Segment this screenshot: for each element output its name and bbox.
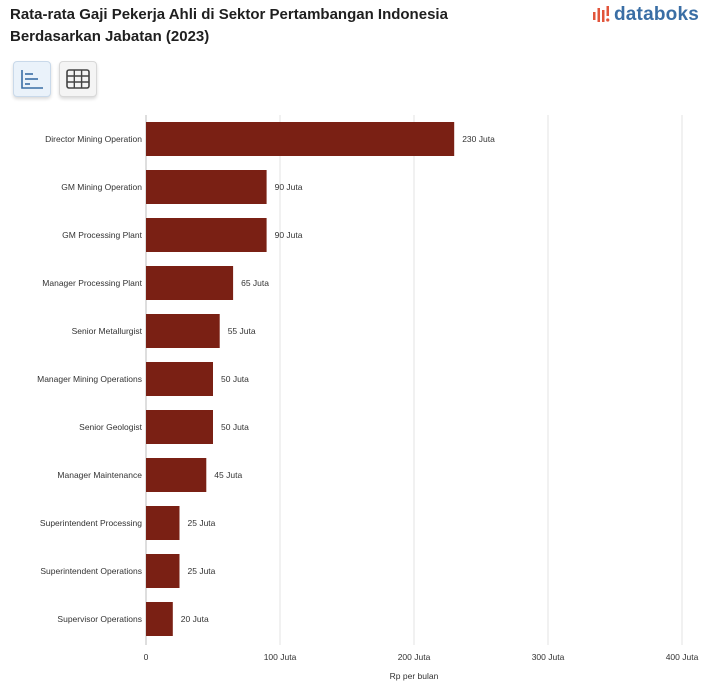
bar [146, 554, 180, 588]
bar [146, 602, 173, 636]
bar [146, 314, 220, 348]
bar [146, 170, 267, 204]
data-label: 45 Juta [214, 470, 242, 480]
logo-icon [592, 6, 610, 22]
data-label: 230 Juta [462, 134, 495, 144]
databoks-logo[interactable]: databoks [592, 4, 699, 26]
data-label: 25 Juta [188, 518, 216, 528]
category-label: Senior Geologist [79, 422, 142, 432]
category-label: Manager Maintenance [57, 470, 142, 480]
category-label: Manager Processing Plant [42, 278, 142, 288]
data-label: 50 Juta [221, 374, 249, 384]
bar-chart: Director Mining Operation 230 Juta GM Mini… [37, 115, 699, 681]
table-grid-icon [66, 69, 90, 89]
x-tick-label: 100 Juta [264, 652, 297, 662]
category-label: GM Processing Plant [62, 230, 142, 240]
bar-chart-icon [21, 70, 43, 89]
x-tick-label: 400 Juta [666, 652, 699, 662]
bar [146, 410, 213, 444]
x-tick-label: 0 [144, 652, 149, 662]
data-label: 25 Juta [188, 566, 216, 576]
bar [146, 266, 234, 300]
category-label: GM Mining Operation [61, 182, 142, 192]
bar [146, 122, 455, 156]
logo-text: databoks [613, 4, 699, 25]
category-label: Supervisor Operations [57, 614, 142, 624]
data-label: 55 Juta [228, 326, 256, 336]
category-label: Superintendent Operations [40, 566, 142, 576]
x-tick-label: 300 Juta [532, 652, 565, 662]
category-label: Manager Mining Operations [37, 374, 142, 384]
category-label: Director Mining Operation [45, 134, 142, 144]
x-tick-label: 200 Juta [398, 652, 431, 662]
view-toolbar [13, 61, 97, 97]
data-label: 90 Juta [275, 230, 303, 240]
data-label: 20 Juta [181, 614, 209, 624]
category-label: Senior Metallurgist [72, 326, 143, 336]
data-label: 65 Juta [241, 278, 269, 288]
data-label: 90 Juta [275, 182, 303, 192]
bar [146, 362, 213, 396]
data-label: 50 Juta [221, 422, 249, 432]
table-view-button[interactable] [59, 61, 97, 97]
bar [146, 458, 207, 492]
bar [146, 218, 267, 252]
category-label: Superintendent Processing [40, 518, 142, 528]
chart-title: Rata-rata Gaji Pekerja Ahli di Sektor Pe… [10, 6, 448, 45]
x-axis-title: Rp per bulan [390, 671, 439, 681]
chart-view-button[interactable] [13, 61, 51, 97]
bar [146, 506, 180, 540]
